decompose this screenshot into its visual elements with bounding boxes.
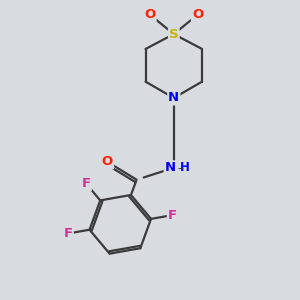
Text: F: F <box>168 208 177 222</box>
Text: O: O <box>144 8 156 21</box>
Text: O: O <box>102 155 113 168</box>
Text: F: F <box>64 227 73 240</box>
Text: –: – <box>177 163 183 176</box>
Text: F: F <box>82 177 91 190</box>
Text: N: N <box>165 161 176 174</box>
Text: H: H <box>180 161 190 174</box>
Text: S: S <box>169 28 178 40</box>
Text: O: O <box>192 8 203 21</box>
Text: N: N <box>168 92 179 104</box>
